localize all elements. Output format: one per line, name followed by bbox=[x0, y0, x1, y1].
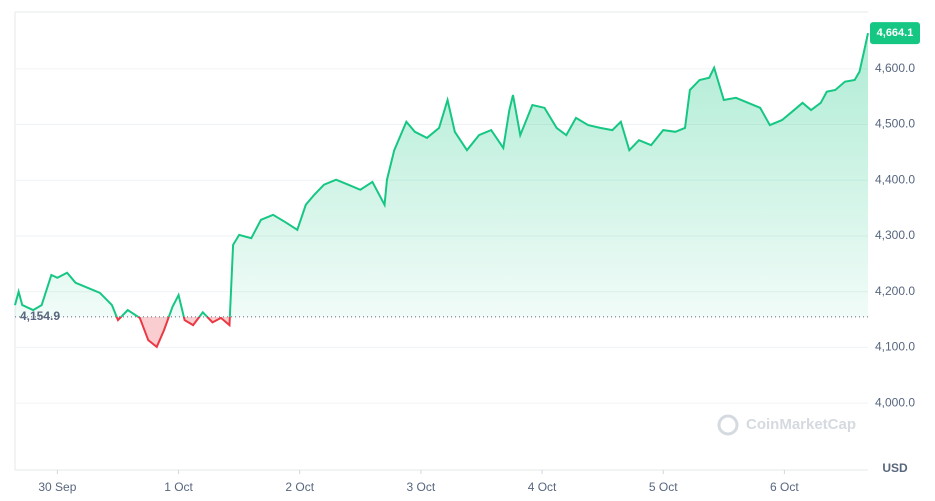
x-tick-label: 2 Oct bbox=[285, 480, 314, 494]
watermark-logo bbox=[717, 414, 739, 436]
x-tick-label: 4 Oct bbox=[528, 480, 557, 494]
x-tick-label: 5 Oct bbox=[649, 480, 678, 494]
y-tick-label: 4,000.0 bbox=[875, 395, 915, 409]
x-tick-label: 6 Oct bbox=[770, 480, 799, 494]
line-up bbox=[14, 32, 869, 317]
y-tick-label: 4,500.0 bbox=[875, 117, 915, 131]
watermark: CoinMarketCap bbox=[746, 416, 856, 433]
baseline-label: 4,154.9 bbox=[20, 309, 60, 323]
y-tick-label: 4,100.0 bbox=[875, 340, 915, 354]
last-price-label: 4,664.1 bbox=[877, 27, 914, 39]
last-price-badge bbox=[870, 22, 920, 45]
currency-label: USD bbox=[882, 461, 908, 475]
y-tick-label: 4,600.0 bbox=[875, 61, 915, 75]
y-tick-label: 4,300.0 bbox=[875, 228, 915, 242]
y-tick-label: 4,400.0 bbox=[875, 172, 915, 186]
area-up bbox=[15, 33, 868, 317]
y-tick-label: 4,200.0 bbox=[875, 284, 915, 298]
x-tick-label: 1 Oct bbox=[164, 480, 193, 494]
x-tick-label: 30 Sep bbox=[38, 480, 76, 494]
x-tick-label: 3 Oct bbox=[407, 480, 436, 494]
line-down bbox=[115, 316, 231, 349]
